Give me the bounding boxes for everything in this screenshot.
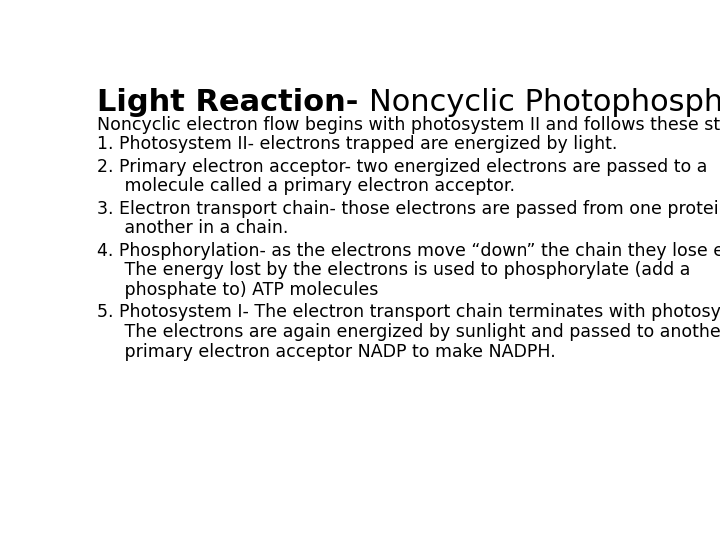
Text: phosphate to) ATP molecules: phosphate to) ATP molecules	[96, 281, 378, 300]
Text: Noncyclic electron flow begins with photosystem II and follows these steps:: Noncyclic electron flow begins with phot…	[96, 116, 720, 133]
Text: another in a chain.: another in a chain.	[96, 219, 288, 238]
Text: primary electron acceptor NADP to make NADPH.: primary electron acceptor NADP to make N…	[96, 343, 555, 361]
Text: 3. Electron transport chain- those electrons are passed from one protein to: 3. Electron transport chain- those elect…	[96, 199, 720, 218]
Text: 4. Phosphorylation- as the electrons move “down” the chain they lose energy.: 4. Phosphorylation- as the electrons mov…	[96, 241, 720, 260]
Text: molecule called a primary electron acceptor.: molecule called a primary electron accep…	[96, 178, 515, 195]
Text: 2. Primary electron acceptor- two energized electrons are passed to a: 2. Primary electron acceptor- two energi…	[96, 158, 707, 176]
Text: 5. Photosystem I- The electron transport chain terminates with photosystem I.: 5. Photosystem I- The electron transport…	[96, 303, 720, 321]
Text: Light Reaction-: Light Reaction-	[96, 87, 369, 117]
Text: The electrons are again energized by sunlight and passed to another: The electrons are again energized by sun…	[96, 323, 720, 341]
Text: The energy lost by the electrons is used to phosphorylate (add a: The energy lost by the electrons is used…	[96, 261, 690, 280]
Text: 1. Photosystem II- electrons trapped are energized by light.: 1. Photosystem II- electrons trapped are…	[96, 136, 617, 153]
Text: Noncyclic Photophosphorylation: Noncyclic Photophosphorylation	[369, 87, 720, 117]
